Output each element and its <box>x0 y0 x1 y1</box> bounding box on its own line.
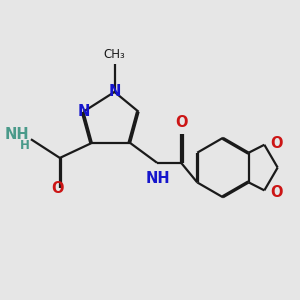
Text: O: O <box>51 181 64 196</box>
Text: O: O <box>175 115 187 130</box>
Text: O: O <box>270 184 283 200</box>
Text: CH₃: CH₃ <box>103 48 125 61</box>
Text: N: N <box>108 84 121 99</box>
Text: N: N <box>77 104 89 119</box>
Text: NH: NH <box>145 171 170 186</box>
Text: NH: NH <box>5 127 29 142</box>
Text: H: H <box>20 139 30 152</box>
Text: O: O <box>270 136 283 151</box>
